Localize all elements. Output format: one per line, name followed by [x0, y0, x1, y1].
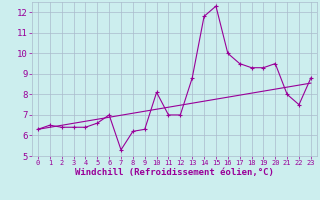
X-axis label: Windchill (Refroidissement éolien,°C): Windchill (Refroidissement éolien,°C)	[75, 168, 274, 177]
